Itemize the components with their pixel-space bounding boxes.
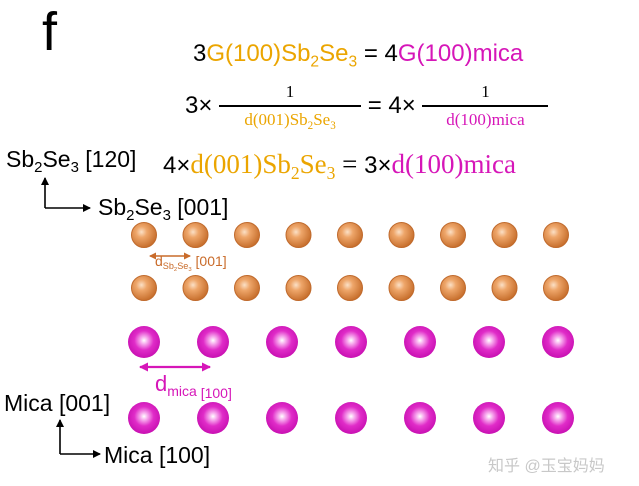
mica-horizontal-axis-label: Mica [100] <box>104 442 211 468</box>
sb2se3-atom <box>234 275 260 301</box>
sb2se3-atom <box>388 275 415 301</box>
eq3-d-mica: d(100)mica <box>391 149 516 179</box>
mica-atom <box>473 326 505 358</box>
sb2se3-atom <box>491 222 518 248</box>
eq2-fraction-right: 1 d(100)mica <box>422 82 549 130</box>
mica-atom <box>335 326 367 358</box>
eq3-coef-right: 3× <box>364 152 392 179</box>
equation-line-1: 3G(100)Sb2Se3 = 4G(100)mica <box>193 40 524 71</box>
sb2se3-vertical-axis-label: Sb2Se3 [120] <box>6 146 137 177</box>
sb2se3-atom <box>543 275 569 301</box>
sb2se3-atom <box>285 275 312 301</box>
mica-atom <box>197 402 229 434</box>
mica-atom <box>542 402 574 434</box>
sb2se3-atom <box>182 275 209 301</box>
eq1-coef-left: 3 <box>193 40 207 67</box>
sb2se3-atom <box>234 222 260 248</box>
sb2se3-atom <box>388 222 415 248</box>
panel-label: f <box>42 2 58 62</box>
mica-atom <box>542 326 574 358</box>
watermark: 知乎 @玉宝妈妈 <box>488 458 605 475</box>
eq2-equals: = <box>361 92 389 119</box>
eq1-coef-right: 4 <box>384 40 398 67</box>
eq1-equals: = <box>357 40 385 67</box>
mica-atom <box>197 326 229 358</box>
mica-atom <box>473 402 505 434</box>
mica-atom <box>404 326 436 358</box>
sb2se3-atom <box>491 275 518 301</box>
equation-line-2: 3× 1 d(001)Sb2Se3 = 4× 1 d(100)mica <box>185 82 549 131</box>
mica-vertical-axis-label: Mica [001] <box>4 390 111 416</box>
sb2se3-spacing-label: dSb2Se3 [001] <box>155 253 227 274</box>
sb2se3-atom <box>440 275 466 301</box>
sb2se3-atom <box>543 222 569 248</box>
mica-spacing-label: dmica [100] <box>155 371 232 402</box>
eq3-coef-left: 4× <box>163 152 191 179</box>
eq1-g-mica: G(100)mica <box>397 40 524 67</box>
eq2-coef-left: 3× <box>185 92 213 119</box>
mica-atom <box>266 402 298 434</box>
sb2se3-atom <box>337 222 363 248</box>
eq2-fraction-left: 1 d(001)Sb2Se3 <box>219 82 362 131</box>
sb2se3-horizontal-axis-label: Sb2Se3 [001] <box>98 194 229 225</box>
mica-atom <box>128 402 160 434</box>
mica-atom <box>266 326 298 358</box>
mica-atom <box>404 402 436 434</box>
sb2se3-atom <box>440 222 466 248</box>
sb2se3-atom <box>131 222 157 248</box>
eq1-g-sb2se3: G(100)Sb2Se3 <box>206 40 358 71</box>
equation-line-3: 4×d(001)Sb2Se3 = 3×d(100)mica <box>163 149 516 184</box>
eq2-den-left: d(001)Sb2Se3 <box>219 105 362 131</box>
eq2-coef-right: 4× <box>388 92 416 119</box>
eq3-equals: = <box>335 149 365 179</box>
eq2-den-right: d(100)mica <box>422 105 549 130</box>
mica-atom <box>128 326 160 358</box>
mica-atom <box>335 402 367 434</box>
sb2se3-atom <box>337 275 363 301</box>
sb2se3-atom <box>285 222 312 248</box>
sb2se3-atom <box>131 275 157 301</box>
sb2se3-atom <box>182 222 209 248</box>
eq3-d-sb2se3: d(001)Sb2Se3 <box>190 149 336 184</box>
